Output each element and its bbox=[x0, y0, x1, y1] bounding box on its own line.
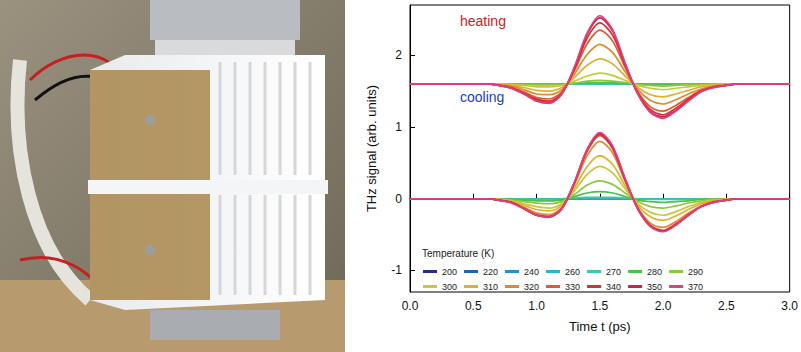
svg-text:heating: heating bbox=[460, 13, 506, 29]
svg-text:2: 2 bbox=[395, 48, 402, 62]
svg-text:-1: -1 bbox=[391, 263, 402, 277]
svg-text:3.0: 3.0 bbox=[781, 299, 798, 313]
svg-text:260: 260 bbox=[565, 267, 580, 277]
svg-text:1.5: 1.5 bbox=[591, 299, 608, 313]
svg-text:240: 240 bbox=[524, 267, 539, 277]
svg-text:0.5: 0.5 bbox=[465, 299, 482, 313]
svg-text:270: 270 bbox=[606, 267, 621, 277]
svg-text:290: 290 bbox=[688, 267, 703, 277]
svg-text:THz signal (arb. units): THz signal (arb. units) bbox=[364, 85, 379, 212]
svg-text:2.0: 2.0 bbox=[655, 299, 672, 313]
svg-text:2.5: 2.5 bbox=[718, 299, 735, 313]
svg-text:0.0: 0.0 bbox=[402, 299, 419, 313]
svg-text:320: 320 bbox=[524, 282, 539, 292]
svg-text:1: 1 bbox=[395, 120, 402, 134]
svg-text:1.0: 1.0 bbox=[528, 299, 545, 313]
svg-text:340: 340 bbox=[606, 282, 621, 292]
svg-text:Temperature (K): Temperature (K) bbox=[422, 248, 494, 259]
svg-text:200: 200 bbox=[442, 267, 457, 277]
svg-text:370: 370 bbox=[688, 282, 703, 292]
svg-text:cooling: cooling bbox=[460, 89, 504, 105]
svg-text:300: 300 bbox=[442, 282, 457, 292]
svg-text:280: 280 bbox=[647, 267, 662, 277]
svg-text:Time t (ps): Time t (ps) bbox=[569, 319, 631, 334]
svg-text:350: 350 bbox=[647, 282, 662, 292]
svg-text:330: 330 bbox=[565, 282, 580, 292]
svg-text:310: 310 bbox=[483, 282, 498, 292]
svg-text:220: 220 bbox=[483, 267, 498, 277]
svg-text:0: 0 bbox=[395, 192, 402, 206]
